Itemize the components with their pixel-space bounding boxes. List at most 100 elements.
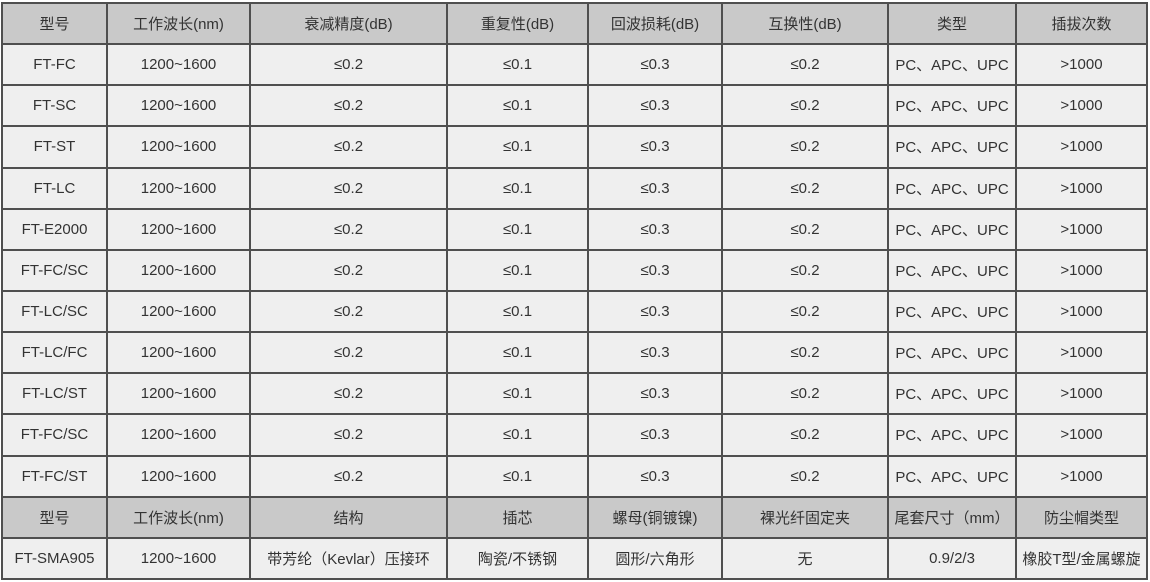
- value-cell: PC、APC、UPC: [887, 84, 1017, 128]
- value-cell: 1200~1600: [106, 43, 251, 87]
- table-row: FT-FC/SC 1200~1600 ≤0.2 ≤0.1 ≤0.3 ≤0.2 PC、APC、…: [1, 413, 1148, 457]
- model-cell: FT-ST: [1, 125, 108, 169]
- value-cell: >1000: [1015, 207, 1148, 251]
- value-cell: ≤0.3: [587, 84, 723, 128]
- value-cell: ≤0.3: [587, 289, 723, 334]
- value-cell: ≤0.3: [587, 331, 723, 375]
- value-cell: 1200~1600: [106, 289, 251, 334]
- header-cell: 型号: [1, 1, 108, 46]
- value-cell: 1200~1600: [106, 372, 251, 416]
- value-cell: >1000: [1015, 43, 1148, 87]
- value-cell: 1200~1600: [106, 248, 251, 292]
- value-cell: ≤0.3: [587, 372, 723, 416]
- model-cell: FT-E2000: [1, 207, 108, 251]
- value-cell: 带芳纶（Kevlar）压接环: [249, 536, 448, 581]
- value-cell: ≤0.3: [587, 207, 723, 251]
- value-cell: ≤0.2: [721, 372, 889, 416]
- model-cell: FT-FC/SC: [1, 413, 108, 457]
- value-cell: >1000: [1015, 372, 1148, 416]
- value-cell: 无: [721, 536, 889, 581]
- table-row: FT-LC/SC 1200~1600 ≤0.2 ≤0.1 ≤0.3 ≤0.2 PC、APC、…: [1, 289, 1148, 334]
- value-cell: >1000: [1015, 331, 1148, 375]
- header-cell: 工作波长(nm): [106, 1, 251, 46]
- model-cell: FT-LC/ST: [1, 372, 108, 416]
- value-cell: >1000: [1015, 166, 1148, 210]
- header-cell: 裸光纤固定夹: [721, 495, 889, 539]
- value-cell: 圆形/六角形: [587, 536, 723, 581]
- value-cell: ≤0.2: [249, 413, 448, 457]
- value-cell: >1000: [1015, 248, 1148, 292]
- value-cell: PC、APC、UPC: [887, 372, 1017, 416]
- value-cell: ≤0.2: [249, 125, 448, 169]
- value-cell: 橡胶T型/金属螺旋: [1015, 536, 1148, 581]
- header-cell: 互换性(dB): [721, 1, 889, 46]
- value-cell: ≤0.2: [721, 289, 889, 334]
- value-cell: ≤0.2: [249, 454, 448, 498]
- value-cell: ≤0.2: [249, 84, 448, 128]
- value-cell: ≤0.3: [587, 166, 723, 210]
- value-cell: ≤0.1: [446, 84, 589, 128]
- value-cell: ≤0.1: [446, 207, 589, 251]
- model-cell: FT-LC/FC: [1, 331, 108, 375]
- model-cell: FT-LC/SC: [1, 289, 108, 334]
- header-row: 型号 工作波长(nm) 衰减精度(dB) 重复性(dB) 回波损耗(dB) 互换性(dB)…: [1, 1, 1148, 46]
- value-cell: 1200~1600: [106, 125, 251, 169]
- table-row: FT-FC 1200~1600 ≤0.2 ≤0.1 ≤0.3 ≤0.2 PC、APC、UPC…: [1, 43, 1148, 87]
- value-cell: ≤0.2: [249, 248, 448, 292]
- header-cell: 尾套尺寸（mm）: [887, 495, 1017, 539]
- value-cell: PC、APC、UPC: [887, 43, 1017, 87]
- table-row: FT-E2000 1200~1600 ≤0.2 ≤0.1 ≤0.3 ≤0.2 PC、APC、…: [1, 207, 1148, 251]
- value-cell: >1000: [1015, 125, 1148, 169]
- model-cell: FT-SC: [1, 84, 108, 128]
- value-cell: ≤0.2: [721, 454, 889, 498]
- value-cell: ≤0.2: [249, 207, 448, 251]
- model-cell: FT-SMA905: [1, 536, 108, 581]
- value-cell: ≤0.1: [446, 125, 589, 169]
- value-cell: PC、APC、UPC: [887, 166, 1017, 210]
- table-row: FT-LC/ST 1200~1600 ≤0.2 ≤0.1 ≤0.3 ≤0.2 PC、APC、…: [1, 372, 1148, 416]
- value-cell: ≤0.2: [721, 166, 889, 210]
- value-cell: PC、APC、UPC: [887, 125, 1017, 169]
- value-cell: ≤0.2: [249, 331, 448, 375]
- model-cell: FT-FC/SC: [1, 248, 108, 292]
- value-cell: 1200~1600: [106, 536, 251, 581]
- value-cell: ≤0.1: [446, 43, 589, 87]
- value-cell: 1200~1600: [106, 454, 251, 498]
- value-cell: PC、APC、UPC: [887, 248, 1017, 292]
- value-cell: 1200~1600: [106, 331, 251, 375]
- header-cell: 型号: [1, 495, 108, 539]
- value-cell: ≤0.3: [587, 43, 723, 87]
- model-cell: FT-FC: [1, 43, 108, 87]
- value-cell: PC、APC、UPC: [887, 454, 1017, 498]
- header-cell: 衰减精度(dB): [249, 1, 448, 46]
- value-cell: PC、APC、UPC: [887, 413, 1017, 457]
- header-cell: 结构: [249, 495, 448, 539]
- table-row: FT-FC/ST 1200~1600 ≤0.2 ≤0.1 ≤0.3 ≤0.2 PC、APC、…: [1, 454, 1148, 498]
- value-cell: ≤0.1: [446, 372, 589, 416]
- section-1-body: 型号 工作波长(nm) 衰减精度(dB) 重复性(dB) 回波损耗(dB) 互换性(dB)…: [1, 1, 1148, 498]
- header-row: 型号 工作波长(nm) 结构 插芯 螺母(铜镀镍) 裸光纤固定夹 尾套尺寸（mm） 防尘帽类型: [1, 495, 1148, 539]
- value-cell: ≤0.1: [446, 248, 589, 292]
- header-cell: 防尘帽类型: [1015, 495, 1148, 539]
- value-cell: PC、APC、UPC: [887, 289, 1017, 334]
- table-row: FT-LC 1200~1600 ≤0.2 ≤0.1 ≤0.3 ≤0.2 PC、APC、UPC…: [1, 166, 1148, 210]
- table-row: FT-SMA905 1200~1600 带芳纶（Kevlar）压接环 陶瓷/不锈钢 圆形…: [1, 536, 1148, 581]
- value-cell: ≤0.2: [249, 43, 448, 87]
- header-cell: 回波损耗(dB): [587, 1, 723, 46]
- value-cell: >1000: [1015, 454, 1148, 498]
- value-cell: ≤0.3: [587, 125, 723, 169]
- value-cell: ≤0.1: [446, 331, 589, 375]
- header-cell: 螺母(铜镀镍): [587, 495, 723, 539]
- header-cell: 插拔次数: [1015, 1, 1148, 46]
- section-2-body: 型号 工作波长(nm) 结构 插芯 螺母(铜镀镍) 裸光纤固定夹 尾套尺寸（mm） 防尘帽类型…: [1, 495, 1148, 581]
- value-cell: ≤0.2: [721, 84, 889, 128]
- value-cell: PC、APC、UPC: [887, 331, 1017, 375]
- value-cell: ≤0.2: [721, 248, 889, 292]
- value-cell: ≤0.2: [721, 413, 889, 457]
- header-cell: 重复性(dB): [446, 1, 589, 46]
- value-cell: >1000: [1015, 413, 1148, 457]
- value-cell: 1200~1600: [106, 207, 251, 251]
- value-cell: 1200~1600: [106, 413, 251, 457]
- value-cell: PC、APC、UPC: [887, 207, 1017, 251]
- value-cell: 1200~1600: [106, 166, 251, 210]
